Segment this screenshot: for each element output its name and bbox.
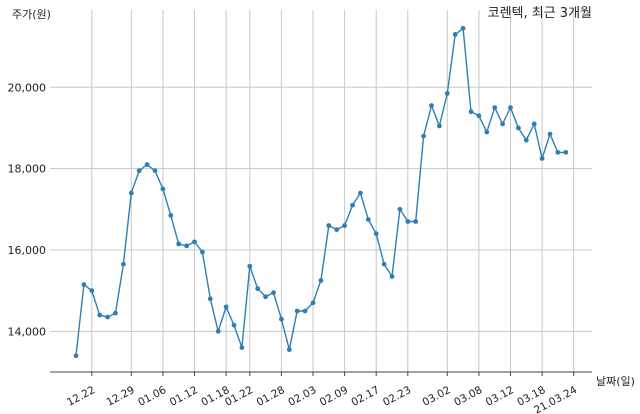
data-point bbox=[152, 168, 158, 174]
data-point bbox=[468, 109, 474, 115]
data-point bbox=[563, 149, 569, 155]
data-point bbox=[508, 105, 513, 111]
data-point bbox=[516, 125, 521, 131]
data-point bbox=[373, 231, 379, 237]
x-tick-label: 03.02 bbox=[421, 384, 453, 409]
chart-title: 코렌텍, 최근 3개월 bbox=[488, 6, 592, 21]
y-tick-label: 18,000 bbox=[8, 163, 47, 176]
data-point bbox=[286, 347, 292, 353]
data-point bbox=[539, 156, 545, 161]
data-point bbox=[97, 312, 103, 318]
data-point bbox=[160, 186, 166, 192]
data-point bbox=[452, 32, 458, 37]
data-point bbox=[255, 286, 261, 292]
y-tick-label: 16,000 bbox=[8, 244, 47, 257]
price-points bbox=[73, 25, 569, 359]
data-point bbox=[136, 168, 142, 174]
x-tick-label: 02.23 bbox=[381, 384, 413, 409]
y-tick-label: 14,000 bbox=[8, 325, 47, 338]
data-point bbox=[437, 123, 442, 129]
data-point bbox=[523, 137, 529, 143]
data-point bbox=[176, 241, 182, 247]
data-point bbox=[105, 314, 110, 320]
data-point bbox=[184, 243, 190, 249]
data-point bbox=[247, 263, 253, 269]
data-point bbox=[263, 294, 268, 300]
x-tick-label: 01.22 bbox=[223, 384, 255, 409]
data-point bbox=[460, 25, 466, 31]
data-point bbox=[342, 223, 347, 228]
data-point bbox=[89, 288, 95, 294]
data-point bbox=[168, 213, 174, 218]
data-point bbox=[81, 282, 87, 287]
data-point bbox=[350, 202, 355, 208]
x-tick-label: 02.09 bbox=[318, 384, 350, 409]
data-point bbox=[397, 206, 403, 212]
data-point bbox=[476, 113, 482, 119]
x-tick-label: 03.12 bbox=[484, 384, 516, 409]
data-point bbox=[200, 249, 205, 255]
y-axis-label: 주가(원) bbox=[12, 8, 51, 21]
data-point bbox=[215, 328, 221, 334]
x-tick-label: 02.17 bbox=[349, 384, 381, 409]
data-point bbox=[421, 133, 426, 139]
data-point bbox=[531, 121, 537, 127]
x-tick-label: 03.08 bbox=[452, 384, 484, 409]
data-point bbox=[192, 239, 197, 245]
data-point bbox=[318, 278, 324, 283]
data-point bbox=[121, 261, 126, 267]
data-point bbox=[429, 103, 434, 108]
data-point bbox=[547, 131, 553, 137]
data-point bbox=[334, 227, 340, 233]
data-point bbox=[231, 322, 237, 328]
data-point bbox=[302, 308, 308, 314]
data-point bbox=[207, 296, 213, 302]
price-line bbox=[75, 26, 566, 356]
data-point bbox=[73, 353, 79, 359]
data-point bbox=[144, 162, 150, 167]
x-tick-label: 02.03 bbox=[286, 384, 318, 409]
data-point bbox=[413, 219, 419, 224]
data-point bbox=[381, 261, 387, 267]
x-axis-label: 날짜(일) bbox=[596, 374, 635, 388]
data-point bbox=[310, 300, 316, 306]
data-point bbox=[389, 274, 395, 279]
data-point bbox=[223, 304, 229, 310]
x-tick-label: 01.12 bbox=[168, 384, 200, 409]
data-point bbox=[271, 290, 276, 296]
data-point bbox=[492, 105, 498, 111]
data-point bbox=[128, 190, 134, 196]
x-tick-label: 01.28 bbox=[255, 384, 287, 409]
x-tick-label: 12.29 bbox=[105, 384, 137, 409]
x-tick-label: 12.22 bbox=[65, 384, 97, 409]
data-point bbox=[405, 219, 411, 224]
grid bbox=[50, 10, 592, 376]
data-point bbox=[484, 129, 490, 135]
data-point bbox=[358, 190, 363, 196]
y-tick-label: 20,000 bbox=[8, 81, 47, 94]
y-tick-labels: 14,000 16,000 18,000 20,000 bbox=[8, 81, 47, 338]
data-point bbox=[500, 121, 505, 127]
data-point bbox=[555, 149, 561, 155]
x-tick-label: 01.06 bbox=[136, 384, 168, 409]
data-point bbox=[279, 316, 284, 322]
data-point bbox=[113, 310, 118, 316]
data-point bbox=[239, 345, 245, 350]
data-point bbox=[444, 90, 450, 96]
data-point bbox=[326, 223, 332, 228]
data-point bbox=[294, 308, 300, 314]
data-point bbox=[365, 217, 371, 222]
